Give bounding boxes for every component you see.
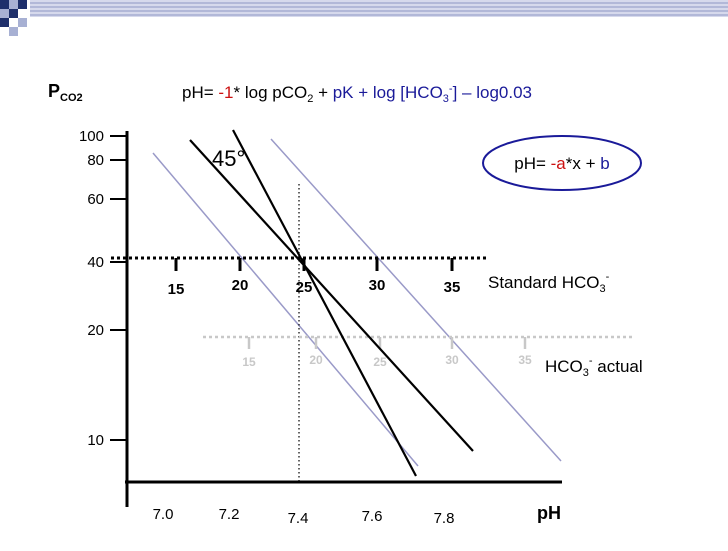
steep-line-45	[189, 139, 474, 452]
angle-label: 45°	[212, 146, 245, 171]
x-ticks: 7.0 7.2 7.4 7.6 7.8	[153, 506, 455, 527]
linear-formula: pH= -a*x + b	[514, 154, 609, 173]
actual-tick-25: 25	[373, 355, 387, 369]
y-tick-label-40: 40	[87, 254, 104, 271]
y-tick-label-100: 100	[79, 128, 104, 145]
x-tick-label-7.2: 7.2	[219, 506, 240, 523]
y-tick-label-80: 80	[87, 152, 104, 169]
y-tick-label-20: 20	[87, 322, 104, 339]
actual-tick-30: 30	[445, 353, 459, 367]
standard-tick-35: 35	[444, 279, 461, 296]
standard-tick-25: 25	[296, 279, 313, 296]
standard-tick-20: 20	[232, 277, 249, 294]
steeper-line	[232, 129, 417, 477]
logo-squares	[0, 0, 27, 36]
actual-tick-15: 15	[242, 355, 256, 369]
standard-scale-ticks: 15 20 25 30 35	[168, 258, 461, 298]
linear-formula-ellipse	[482, 135, 642, 191]
actual-hco3-label: HCO3- actual	[545, 355, 643, 379]
parallel-line-right	[270, 138, 562, 462]
y-axis-title: PCO2	[48, 81, 83, 104]
y-tick-label-10: 10	[87, 432, 104, 449]
x-tick-label-7.0: 7.0	[153, 506, 174, 523]
x-axis-title: pH	[537, 503, 561, 523]
parallel-line-left	[152, 152, 419, 467]
standard-tick-15: 15	[168, 281, 185, 298]
formula: pH= -1* log pCO2 + pK + log [HCO3-] – lo…	[182, 83, 532, 105]
x-tick-label-7.6: 7.6	[362, 508, 383, 525]
actual-tick-20: 20	[309, 353, 323, 367]
decorative-bar	[30, 0, 728, 17]
x-tick-label-7.4: 7.4	[288, 510, 309, 527]
standard-tick-30: 30	[369, 277, 386, 294]
actual-tick-35: 35	[518, 353, 532, 367]
standard-hco3-label: Standard HCO3-	[488, 271, 610, 295]
x-tick-label-7.8: 7.8	[434, 510, 455, 527]
y-ticks: 100 80 60 40 20 10	[79, 128, 127, 449]
actual-scale-ticks: 15 20 25 30 35	[242, 337, 532, 369]
y-tick-label-60: 60	[87, 191, 104, 208]
